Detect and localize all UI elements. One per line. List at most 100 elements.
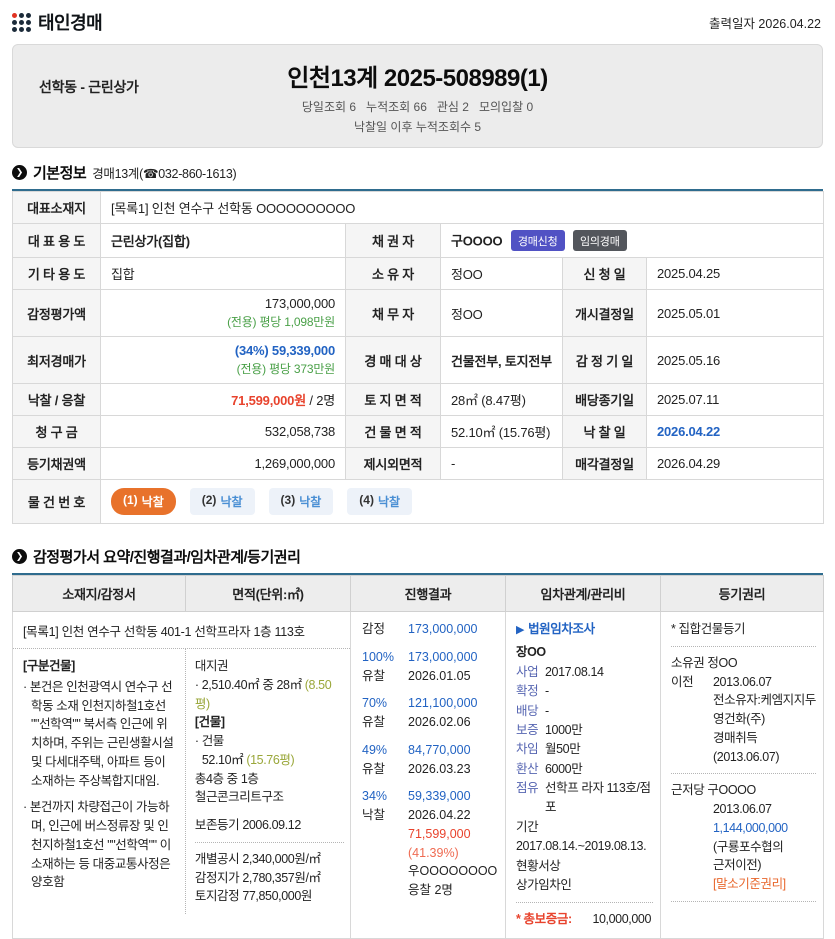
object-number-label: 물 건 번 호 [12, 479, 101, 524]
table-row: 낙찰 / 응찰 71,599,000원 / 2명 토 지 면 적 28㎡ (8.… [12, 383, 824, 416]
registry-details: * 집합건물등기 소유권 정OO 이전 2013.06.07 전소유자:케엠지지두… [661, 612, 823, 917]
start-decision-value: 2025.05.01 [646, 289, 824, 337]
brand-name: 태인경매 [38, 13, 103, 33]
other-use-value: 집합 [100, 257, 346, 290]
brand-logo-icon [12, 12, 31, 32]
divider [516, 902, 653, 904]
structure: 철근콘크리트구조 [194, 790, 284, 805]
object-buttons: (1) 낙찰 (2) 낙찰 (3) 낙찰 (4) 낙찰 [111, 486, 813, 517]
acquisition-note: 경매취득(2013.06.07) [713, 730, 780, 764]
case-stats-line1: 당일조회 6 누적조회 66 관심 2 모의입찰 0 [301, 100, 534, 114]
min-price-label: 최저경매가 [12, 336, 101, 384]
right-type: 소유권 [671, 655, 705, 670]
land-pyeong: (8.50평) [194, 677, 332, 711]
sold-amount: 71,599,000 [408, 826, 471, 841]
object-1-button[interactable]: (1) 낙찰 [111, 488, 176, 515]
table-row: 기 타 용 도 집합 소 유 자 정OO 신 청 일 2025.04.25 [12, 257, 824, 290]
mortgage-date: 2013.06.07 [713, 802, 772, 816]
land-area-label: 토 지 면 적 [345, 383, 441, 416]
min-price-value: (34%) 59,339,000 [234, 343, 335, 358]
progress-step-final: 34% 59,339,000 낙찰 2026.04.22 71,599,000 (4… [362, 787, 499, 900]
summary-section-title: 감정평가서 요약/진행결과/임차관계/등기권리 [33, 549, 301, 566]
case-header-box: 선학동 - 근린상가 인천13계 2025-508989(1) 당일조회 6 누… [12, 44, 823, 148]
tenant-field: 점유 선학프 라자 113호/점포 [516, 781, 651, 815]
min-price-per-pyeong: (전용) 평당 373만원 [236, 362, 336, 376]
appraisal-label: 감정평가액 [12, 289, 101, 337]
land-right-title: 대지권 [194, 659, 229, 673]
court-tenancy-link[interactable]: 법원임차조사 [516, 620, 653, 639]
land-appraisal-total: 토지감정 77,850,000원 [194, 889, 313, 904]
sale-date-value: 2026.04.22 [646, 415, 824, 448]
arrow-circle-icon [12, 165, 27, 180]
tenant-field: 사업 2017.08.14 [516, 664, 604, 679]
registry-cell: * 집합건물등기 소유권 정OO 이전 2013.06.07 전소유자:케엠지지두… [660, 611, 824, 939]
transfer-date: 2013.06.07 [713, 674, 772, 689]
table-row: 감정평가액 173,000,000 (전용) 평당 1,098만원 채 무 자 … [12, 289, 824, 337]
min-price-cell: (34%) 59,339,000 (전용) 평당 373만원 [100, 336, 346, 384]
appraisal-value: 173,000,000 [264, 296, 335, 311]
divider [671, 773, 816, 775]
appraisal-date-label: 감 정 기 일 [562, 336, 647, 384]
col-header-tenancy: 임차관계/관리비 [505, 575, 661, 612]
owner-value: 정OO [440, 257, 563, 290]
appraisal-description: [구분건물] · 본건은 인천광역시 연수구 선학동 소재 인천지하철1호선 "… [13, 649, 185, 914]
building-pyeong: (15.76평) [246, 752, 295, 767]
owner-label: 소 유 자 [345, 257, 441, 290]
appraisal-value-cell: 173,000,000 (전용) 평당 1,098만원 [100, 289, 346, 337]
case-category: 선학동 - 근린상가 [39, 79, 139, 95]
other-use-label: 기 타 용 도 [12, 257, 101, 290]
col-header-progress: 진행결과 [350, 575, 506, 612]
summary-body-row: [목록1] 인천 연수구 선학동 401-1 선학프라자 1층 113호 [구분… [12, 611, 824, 939]
divider [671, 645, 816, 647]
table-row: 대 표 용 도 근린상가(집합) 채 권 자 구OOOO 경매신청 임의경매 [12, 223, 824, 258]
request-date-label: 신 청 일 [562, 257, 647, 290]
auction-target-value: 건물전부, 토지전부 [440, 336, 563, 384]
transfer-label: 이전 [671, 674, 694, 689]
baseline-right-tag: [말소기준권리] [713, 877, 786, 891]
summary-header-row: 소재지/감정서 면적(단위:㎡) 진행결과 임차관계/관리비 등기권리 [12, 575, 824, 612]
tenant-note: 상가임차인 [516, 877, 572, 892]
winning-bid-label: 낙찰 / 응찰 [12, 383, 101, 416]
case-stats-line2: 낙찰일 이후 누적조회수 5 [353, 120, 482, 134]
area-details: 대지권 · 2,510.40㎡ 중 28㎡ (8.50평) [건물] · 건물 … [184, 649, 350, 914]
rep-use-label: 대 표 용 도 [12, 223, 101, 258]
sale-date-label: 낙 찰 일 [562, 415, 647, 448]
rep-address-value: [목록1] 인천 연수구 선학동 OOOOOOOOOO [100, 191, 824, 224]
mortgage-note: 근저이전) [713, 858, 762, 873]
registry-entry-1: 소유권 정OO 이전 2013.06.07 전소유자:케엠지지두영건화(주) 경매… [671, 654, 816, 767]
basic-info-subtitle: 경매13계(☎032-860-1613) [92, 167, 237, 181]
bidder-count: / 2명 [305, 393, 335, 408]
claim-amount-label: 청 구 금 [12, 415, 101, 448]
desc-heading: [구분건물] [23, 659, 75, 673]
sold-percent: (41.39%) [408, 845, 459, 860]
object-3-button[interactable]: (3) 낙찰 [268, 488, 334, 515]
summary-table: 소재지/감정서 면적(단위:㎡) 진행결과 임차관계/관리비 등기권리 [목록1… [12, 575, 824, 939]
auction-request-badge: 경매신청 [510, 230, 565, 251]
object-2-button[interactable]: (2) 낙찰 [189, 488, 255, 515]
object-number-cell: (1) 낙찰 (2) 낙찰 (3) 낙찰 (4) 낙찰 [100, 479, 824, 524]
tenant-field: 환산 6000만 [516, 761, 583, 776]
table-row: 최저경매가 (34%) 59,339,000 (전용) 평당 373만원 경 매… [12, 336, 824, 384]
divider [194, 841, 344, 843]
case-title: 인천13계 2025-508989(1) [287, 65, 548, 92]
col-header-area: 면적(단위:㎡) [185, 575, 351, 612]
object-4-button[interactable]: (4) 낙찰 [347, 488, 413, 515]
tenant-field: 확정 - [516, 684, 549, 699]
debtor-value: 정OO [440, 289, 563, 337]
building-title: [건물] [194, 715, 225, 730]
basic-info-title: 기본정보 [33, 165, 87, 182]
arrow-right-icon [516, 620, 524, 639]
brand: 태인경매 [12, 9, 103, 35]
preservation-registry: 보존등기 2006.09.12 [194, 818, 301, 832]
building-area-value: 52.10㎡ (15.76평) [440, 415, 563, 448]
previous-owner: 전소유자:케엠지지두영건화(주) [713, 693, 816, 726]
table-row: 물 건 번 호 (1) 낙찰 (2) 낙찰 (3) 낙찰 (4) 낙찰 [12, 479, 824, 524]
tenant-field: 배당 - [516, 703, 549, 718]
location-area-cell: [목록1] 인천 연수구 선학동 401-1 선학프라자 1층 113호 [구분… [12, 611, 351, 939]
sale-decision-label: 매각결정일 [562, 447, 647, 480]
mortgage-note: (구룡포수협의 [713, 839, 784, 854]
col-header-location: 소재지/감정서 [12, 575, 186, 612]
property-address: [목록1] 인천 연수구 선학동 401-1 선학프라자 1층 113호 [13, 612, 350, 649]
start-decision-label: 개시결정일 [562, 289, 647, 337]
